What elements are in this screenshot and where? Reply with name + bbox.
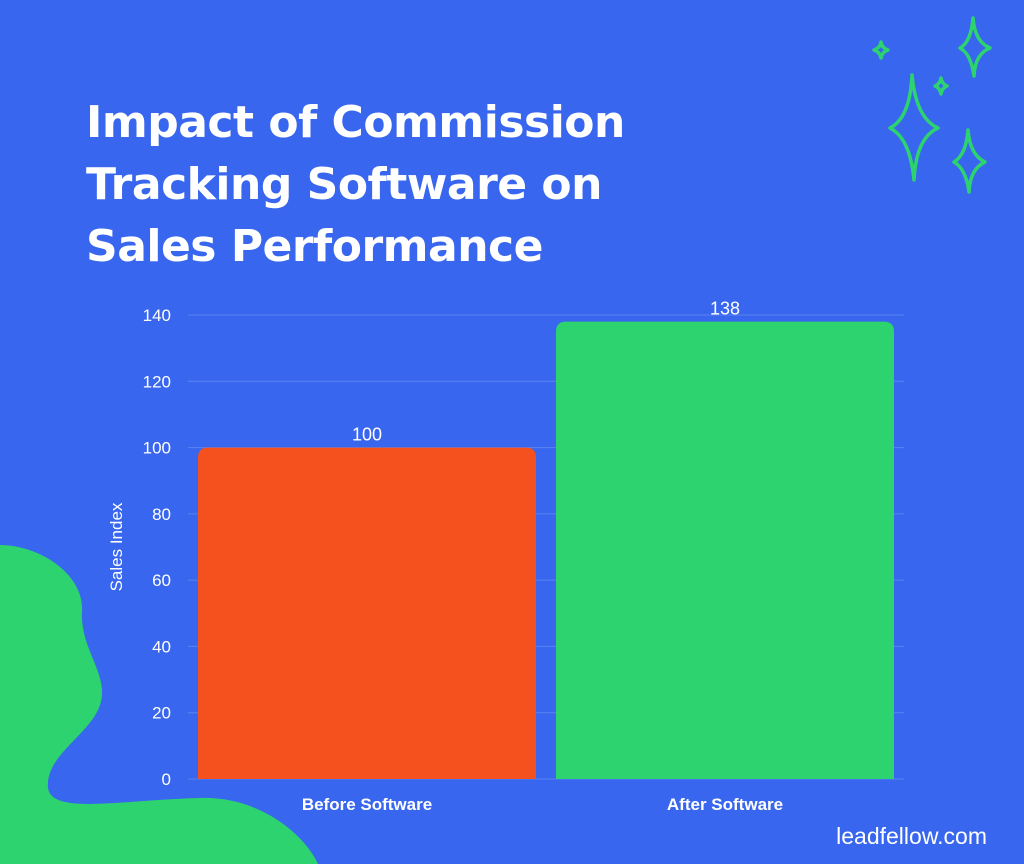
bars-group	[198, 321, 894, 779]
y-tick-label: 140	[143, 306, 171, 325]
y-tick-label: 80	[152, 505, 171, 524]
bar[interactable]	[556, 321, 894, 779]
x-tick-label: Before Software	[302, 795, 432, 814]
sparkle-icon	[872, 16, 992, 194]
bar[interactable]	[198, 447, 536, 779]
y-tick-label: 20	[152, 704, 171, 723]
y-tick-label: 100	[143, 439, 171, 458]
data-label: 138	[710, 299, 740, 319]
y-tick-label: 40	[152, 637, 171, 656]
y-tick-label: 0	[162, 770, 171, 789]
data-label: 100	[352, 425, 382, 445]
y-tick-label: 60	[152, 571, 171, 590]
labels-group: 0 20 40 60 80 100 120 140 100 Before Software 138 A…	[143, 299, 783, 814]
y-axis-title: Sales Index	[107, 502, 126, 591]
x-tick-label: After Software	[667, 795, 783, 814]
brand-footer[interactable]: leadfellow.com	[836, 823, 987, 849]
chart-title: Impact of Commission Tracking Software o…	[86, 97, 625, 272]
decorative-blob	[0, 545, 318, 864]
y-tick-label: 120	[143, 372, 171, 391]
